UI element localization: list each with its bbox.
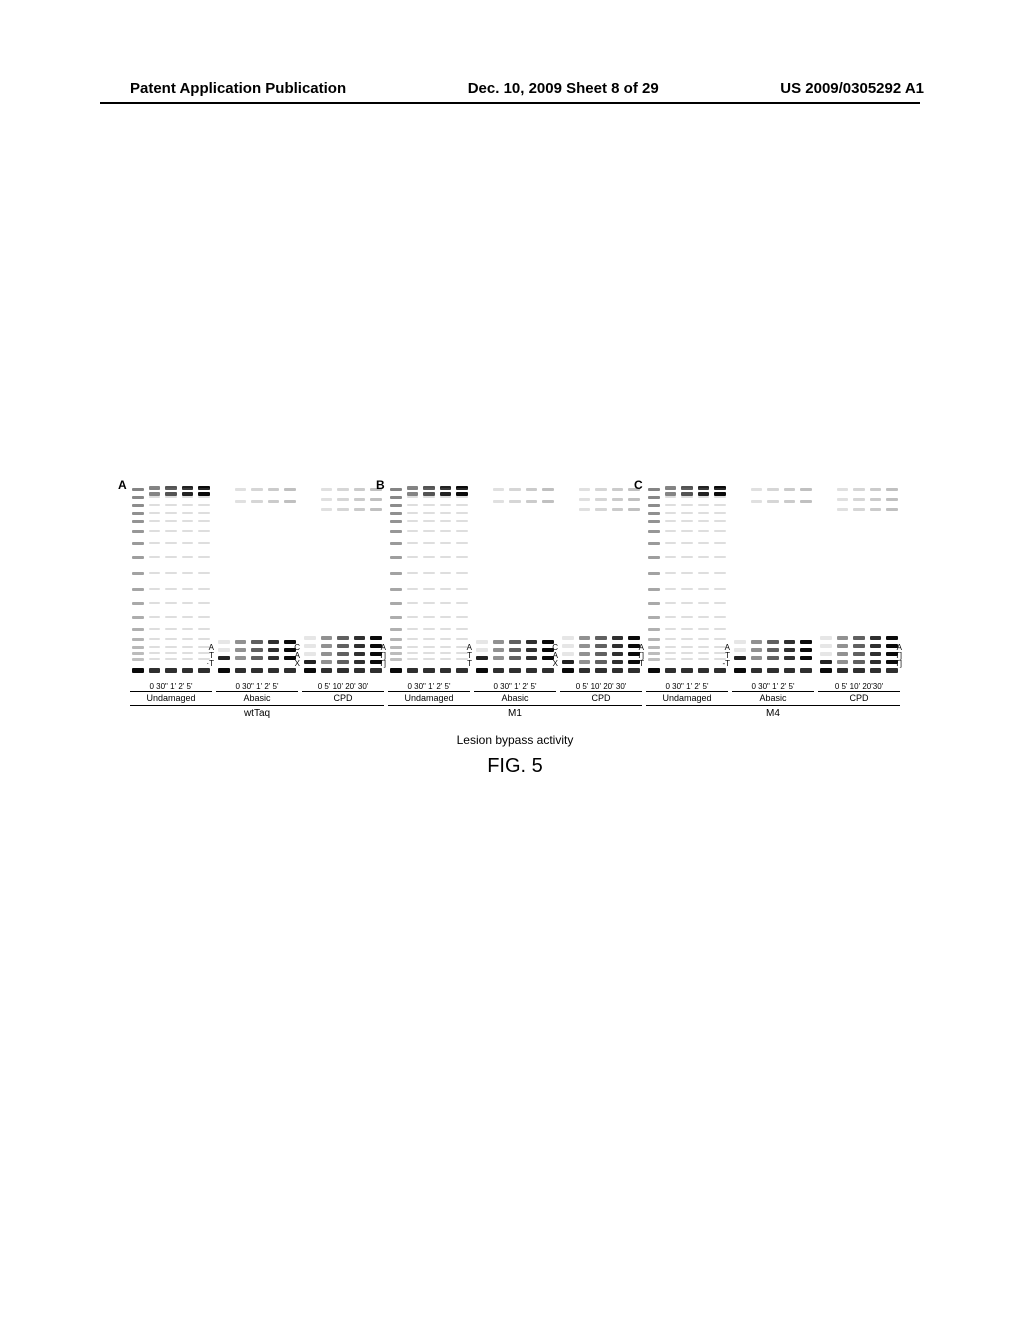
group-label: M4	[646, 705, 900, 719]
group-m4: C A T -T A T] T] 0 30" 1' 2' 5' 0 30" 1'…	[646, 480, 900, 719]
treatment-label: Abasic	[732, 692, 814, 703]
treatment-label: Undamaged	[646, 692, 728, 703]
figure-label: FIG. 5	[130, 755, 900, 778]
treatment-label: CPD	[818, 692, 900, 703]
timepoints: 0 30" 1' 2' 5'	[646, 682, 728, 692]
lane-mark: T	[639, 660, 644, 668]
gel-wttaq-abasic: C A X	[216, 480, 298, 680]
timepoints: 0 5' 10' 20' 30'	[302, 682, 384, 692]
lane-mark: X	[295, 660, 300, 668]
figure-caption: Lesion bypass activity	[130, 733, 900, 747]
group-label: M1	[388, 705, 642, 719]
group-label: wtTaq	[130, 705, 384, 719]
panel-letter-b: B	[376, 478, 385, 492]
panel-letter-c: C	[634, 478, 643, 492]
timepoints: 0 30" 1' 2' 5'	[474, 682, 556, 692]
figure-5: A A T ·T C A X A T] T] 0 30" 1' 2' 5'	[130, 480, 900, 778]
timepoints: 0 30" 1' 2' 5'	[732, 682, 814, 692]
timepoints: 0 5' 10' 20' 30'	[560, 682, 642, 692]
treatment-label: CPD	[560, 692, 642, 703]
timepoints: 0 30" 1' 2' 5'	[130, 682, 212, 692]
gel-m4-undamaged: C A T -T	[646, 480, 728, 680]
group-m1: B A T T C A X A T] T 0 30" 1' 2' 5'	[388, 480, 642, 719]
gel-m1-undamaged: B A T T	[388, 480, 470, 680]
timepoints: 0 5' 10' 20'30'	[818, 682, 900, 692]
timepoints: 0 30" 1' 2' 5'	[216, 682, 298, 692]
group-wttaq: A A T ·T C A X A T] T] 0 30" 1' 2' 5'	[130, 480, 384, 719]
gel-panels: A A T ·T C A X A T] T] 0 30" 1' 2' 5'	[130, 480, 900, 719]
lane-mark: X	[553, 660, 558, 668]
treatment-label: Abasic	[216, 692, 298, 703]
gel-m1-cpd: A T] T	[560, 480, 642, 680]
treatment-label: CPD	[302, 692, 384, 703]
page-header: Patent Application Publication Dec. 10, …	[0, 80, 1024, 97]
header-rule	[100, 102, 920, 104]
timepoints: 0 30" 1' 2' 5'	[388, 682, 470, 692]
panel-letter-a: A	[118, 478, 127, 492]
treatment-label: Undamaged	[130, 692, 212, 703]
gel-wttaq-cpd: A T] T]	[302, 480, 384, 680]
gel-m4-abasic	[732, 480, 814, 680]
header-center: Dec. 10, 2009 Sheet 8 of 29	[468, 80, 659, 97]
lane-mark: -T	[722, 660, 730, 668]
header-left: Patent Application Publication	[130, 80, 346, 97]
gel-wttaq-undamaged: A A T ·T	[130, 480, 212, 680]
gel-m4-cpd: A T] T]	[818, 480, 900, 680]
header-right: US 2009/0305292 A1	[780, 80, 924, 97]
gel-m1-abasic: C A X	[474, 480, 556, 680]
lane-mark: ·T	[206, 660, 214, 668]
treatment-label: Undamaged	[388, 692, 470, 703]
lane-mark: T	[467, 660, 472, 668]
treatment-label: Abasic	[474, 692, 556, 703]
